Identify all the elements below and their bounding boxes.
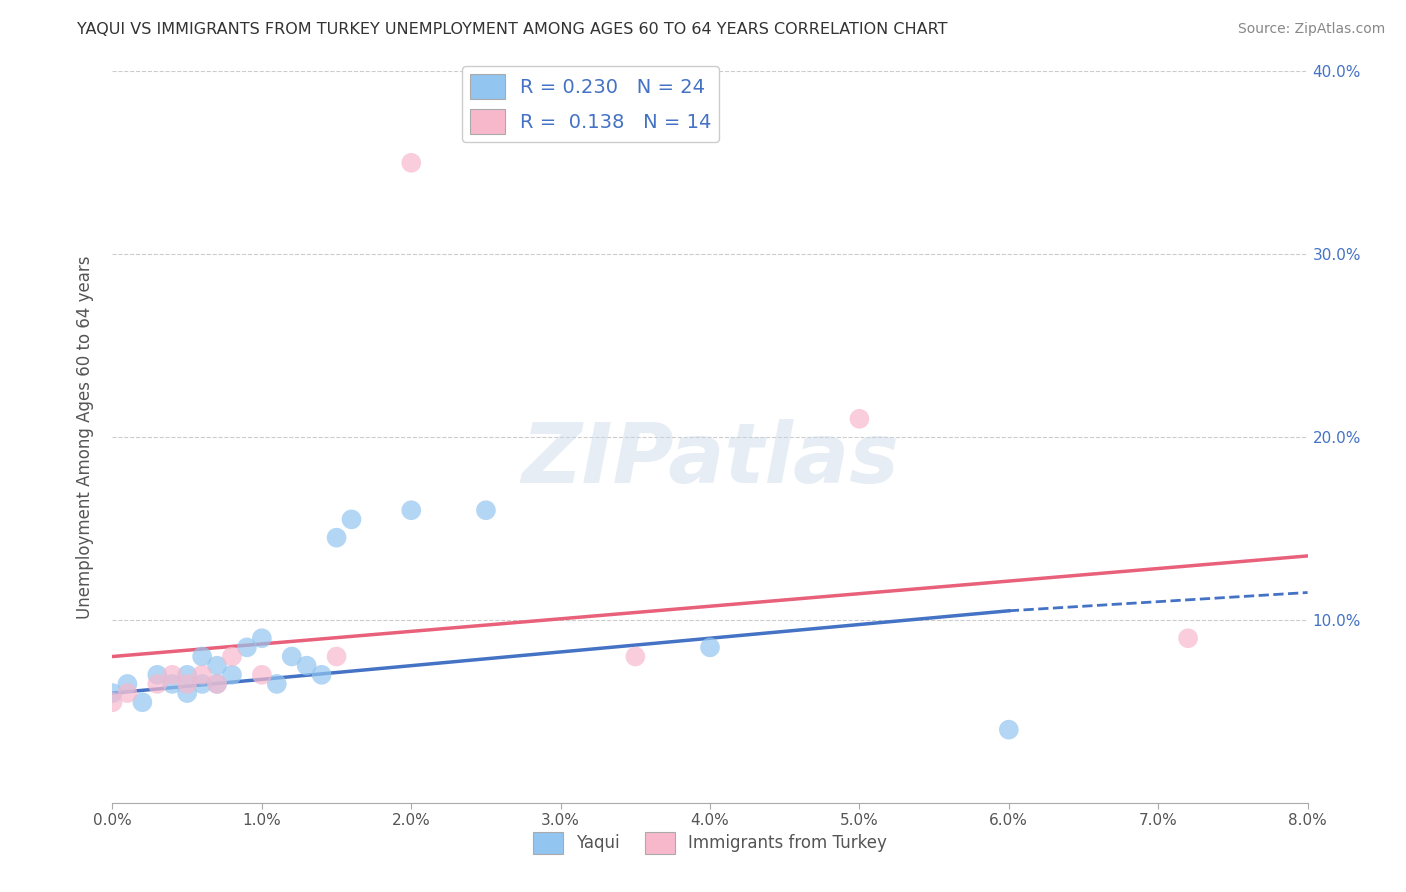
Point bbox=[848, 412, 870, 426]
Text: ZIPatlas: ZIPatlas bbox=[522, 418, 898, 500]
Point bbox=[205, 677, 228, 691]
Point bbox=[117, 686, 139, 700]
Point bbox=[191, 667, 214, 681]
Point bbox=[250, 667, 273, 681]
Point bbox=[295, 658, 318, 673]
Point bbox=[475, 503, 498, 517]
Point bbox=[176, 667, 198, 681]
Point bbox=[401, 156, 423, 170]
Point bbox=[205, 658, 228, 673]
Point bbox=[998, 723, 1021, 737]
Text: YAQUI VS IMMIGRANTS FROM TURKEY UNEMPLOYMENT AMONG AGES 60 TO 64 YEARS CORRELATI: YAQUI VS IMMIGRANTS FROM TURKEY UNEMPLOY… bbox=[77, 22, 948, 37]
Point bbox=[162, 667, 183, 681]
Point bbox=[266, 677, 288, 691]
Point bbox=[325, 531, 347, 545]
Point bbox=[176, 677, 198, 691]
Point bbox=[624, 649, 647, 664]
Point bbox=[191, 649, 214, 664]
Point bbox=[101, 695, 124, 709]
Point bbox=[131, 695, 153, 709]
Point bbox=[176, 686, 198, 700]
Point bbox=[699, 640, 721, 655]
Point bbox=[162, 677, 183, 691]
Point bbox=[311, 667, 333, 681]
Point bbox=[101, 686, 124, 700]
Y-axis label: Unemployment Among Ages 60 to 64 years: Unemployment Among Ages 60 to 64 years bbox=[76, 255, 94, 619]
Point bbox=[325, 649, 347, 664]
Point bbox=[221, 649, 243, 664]
Point bbox=[205, 677, 228, 691]
Point bbox=[281, 649, 304, 664]
Point bbox=[146, 677, 169, 691]
Point bbox=[221, 667, 243, 681]
Text: Source: ZipAtlas.com: Source: ZipAtlas.com bbox=[1237, 22, 1385, 37]
Point bbox=[236, 640, 259, 655]
Legend: Yaqui, Immigrants from Turkey: Yaqui, Immigrants from Turkey bbox=[526, 826, 894, 860]
Point bbox=[340, 512, 363, 526]
Point bbox=[191, 677, 214, 691]
Point bbox=[250, 632, 273, 646]
Point bbox=[1177, 632, 1199, 646]
Point bbox=[401, 503, 423, 517]
Point bbox=[146, 667, 169, 681]
Point bbox=[117, 677, 139, 691]
